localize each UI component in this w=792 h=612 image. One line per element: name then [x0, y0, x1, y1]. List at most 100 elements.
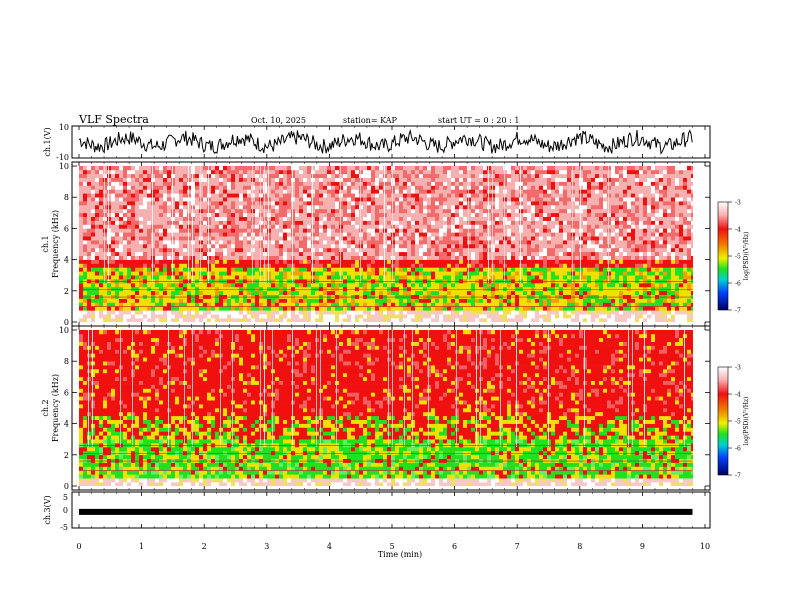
spectrogram-cell — [311, 181, 316, 186]
spectrogram-cell — [359, 263, 364, 268]
spectrogram-cell — [251, 290, 256, 295]
spectrogram-cell — [403, 197, 408, 202]
spectrogram-cell — [567, 314, 572, 319]
spectrogram-cell — [379, 189, 384, 194]
spectrogram-cell — [435, 247, 440, 253]
spectrogram-cell — [119, 244, 124, 249]
spectrogram-cell — [203, 267, 208, 272]
spectrogram-cell — [495, 236, 500, 241]
spectrogram-cell — [107, 193, 112, 198]
spectrogram-cell — [435, 173, 440, 178]
spectrogram-cell — [455, 228, 460, 233]
spectrogram-cell — [95, 251, 100, 256]
spectrogram-cell — [143, 185, 148, 190]
spectrogram-cell — [187, 247, 192, 253]
spectrogram-cell — [283, 169, 288, 175]
spectrogram-cell — [335, 263, 340, 268]
spectrogram-cell — [243, 189, 248, 194]
spectrogram-cell — [239, 236, 244, 241]
spectrogram-cell — [175, 205, 180, 210]
spectrogram-cell — [271, 275, 276, 280]
spectrogram-cell — [259, 306, 264, 311]
spectrogram-cell — [111, 228, 116, 233]
spectrogram-cell — [407, 201, 412, 206]
spectrogram-cell — [531, 255, 536, 260]
spectrogram-cell — [499, 298, 504, 303]
spectrogram-cell — [347, 310, 352, 315]
spectrogram-cell — [279, 173, 284, 178]
spectrogram-cell — [203, 275, 208, 280]
spectrogram-cell — [431, 228, 436, 233]
spectrogram-cell — [547, 298, 552, 303]
spectrogram-cell — [367, 267, 372, 272]
spectrogram-cell — [87, 302, 92, 307]
spectrogram-cell — [111, 267, 116, 272]
spectrogram-cell — [451, 189, 456, 194]
spectrogram-cell — [183, 255, 188, 260]
spectrogram-cell — [459, 271, 464, 276]
spectrogram-cell — [163, 208, 168, 214]
spectrogram-cell — [447, 244, 452, 249]
spectrogram-cell — [123, 232, 128, 237]
spectrogram-cell — [147, 212, 152, 217]
spectrogram-cell — [255, 255, 260, 260]
spectrogram-cell — [419, 224, 424, 229]
spectrogram-cell — [351, 247, 356, 253]
spectrogram-cell — [455, 271, 460, 276]
spectrogram-cell — [571, 310, 576, 315]
spectrogram-cell — [363, 212, 368, 217]
spectrogram-cell — [207, 275, 212, 280]
spectrogram-cell — [495, 169, 500, 175]
spectrogram-cell — [475, 216, 480, 221]
spectrogram-cell — [191, 232, 196, 237]
spectrogram-cell — [99, 306, 104, 311]
spectrogram-cell — [87, 212, 92, 217]
spectrogram-cell — [219, 240, 224, 245]
spectrogram-cell — [423, 240, 428, 245]
spectrogram-cell — [439, 240, 444, 245]
spectrogram-cell — [95, 302, 100, 307]
spectrogram-cell — [203, 306, 208, 311]
spectrogram-cell — [291, 208, 296, 214]
spectrogram-cell — [491, 283, 496, 288]
spectrogram-cell — [191, 240, 196, 245]
spectrogram-cell — [183, 290, 188, 295]
spectrogram-cell — [199, 220, 204, 225]
spectrogram-cell — [383, 201, 388, 206]
spectrogram-cell — [459, 267, 464, 272]
spectrogram-cell — [103, 205, 108, 210]
spectrogram-cell — [399, 177, 404, 182]
spectrogram-cell — [323, 189, 328, 194]
spectrogram-cell — [375, 283, 380, 288]
spectrogram-cell — [167, 240, 172, 245]
spectrogram-cell — [79, 247, 84, 253]
spectrogram-cell — [247, 228, 252, 233]
spectrogram-cell — [447, 310, 452, 315]
spectrogram-cell — [439, 267, 444, 272]
spectrogram-cell — [347, 314, 352, 319]
spectrogram-cell — [523, 193, 528, 198]
spectrogram-cell — [339, 318, 344, 322]
spectrogram-cell — [99, 208, 104, 214]
spectrogram-cell — [439, 283, 444, 288]
spectrogram-cell — [119, 271, 124, 276]
spectrogram-streak — [260, 166, 261, 283]
spectrogram-cell — [83, 216, 88, 221]
spectrogram-cell — [403, 232, 408, 237]
spectrogram-cell — [515, 251, 520, 256]
spectrogram-cell — [531, 271, 536, 276]
spectrogram-cell — [503, 267, 508, 272]
spectrogram-cell — [567, 318, 572, 322]
spectrogram-cell — [143, 205, 148, 210]
spectrogram-cell — [299, 267, 304, 272]
spectrogram-cell — [527, 318, 532, 322]
spectrogram-cell — [427, 208, 432, 214]
spectrogram-cell — [79, 189, 84, 194]
spectrogram-cell — [507, 169, 512, 175]
spectrogram-cell — [335, 205, 340, 210]
spectrogram-cell — [483, 189, 488, 194]
spectrogram-cell — [431, 185, 436, 190]
spectrogram-cell — [451, 290, 456, 295]
spectrogram-cell — [423, 232, 428, 237]
spectrogram-cell — [263, 189, 268, 194]
